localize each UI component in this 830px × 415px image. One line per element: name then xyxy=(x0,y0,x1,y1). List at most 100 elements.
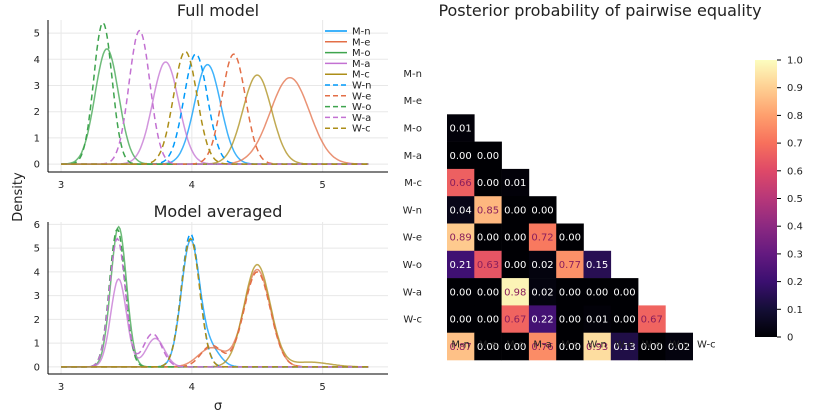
heatmap-cell-label: 0.89 xyxy=(450,233,472,244)
heatmap-cell-label: 0.66 xyxy=(450,178,472,189)
heatmap-row-label: M-n xyxy=(403,69,422,80)
heatmap-cell xyxy=(447,332,475,361)
heatmap-cell xyxy=(447,250,475,279)
heatmap-cell xyxy=(556,332,584,361)
heatmap-cell xyxy=(474,332,502,361)
heatmap-cell-label: 0.00 xyxy=(559,287,581,298)
heatmap-cell xyxy=(528,250,557,279)
y-tick-label: 3 xyxy=(34,291,40,302)
colorbar xyxy=(755,60,777,337)
legend-label: M-e xyxy=(352,37,370,48)
heatmap-col-label: M-n xyxy=(451,340,470,351)
heatmap-cell-label: 0.00 xyxy=(450,151,472,162)
series-w-c-averaged xyxy=(61,237,369,368)
heatmap-cell-label: 0.04 xyxy=(450,205,472,216)
heatmap-cell xyxy=(501,305,530,333)
heatmap-cell xyxy=(447,141,475,170)
heatmap-cell-label: 0.00 xyxy=(504,205,526,216)
legend-label: M-a xyxy=(352,59,370,70)
y-tick-label: 4 xyxy=(34,267,40,278)
heatmap-title: Posterior probability of pairwise equali… xyxy=(438,1,761,20)
heatmap-cell xyxy=(665,332,693,361)
heatmap-cell xyxy=(447,196,475,224)
heatmap-cell xyxy=(474,141,502,170)
heatmap-cell-label: 0.93 xyxy=(586,342,608,353)
y-axis-label: Density xyxy=(11,172,26,222)
y-tick-label: 2 xyxy=(34,315,40,326)
y-tick-label: 1 xyxy=(34,339,40,350)
heatmap-cell-label: 0.00 xyxy=(559,233,581,244)
legend-label: W-a xyxy=(352,113,371,124)
heatmap-row-label: W-a xyxy=(403,287,422,298)
full-model-title: Full model xyxy=(177,1,259,20)
heatmap-cell-label: 0.00 xyxy=(477,342,499,353)
heatmap-cell-label: 0.01 xyxy=(504,178,526,189)
heatmap-cell xyxy=(474,168,502,197)
colorbar-tick-label: 0.1 xyxy=(787,305,803,316)
heatmap-cell xyxy=(610,278,639,306)
heatmap-cell-label: 0.72 xyxy=(531,233,553,244)
heatmap-col-label: M-e xyxy=(479,340,497,351)
heatmap-cell-label: 0.00 xyxy=(559,342,581,353)
legend-label: M-n xyxy=(352,27,371,38)
heatmap-col-label: M-c xyxy=(561,340,579,351)
heatmap-cell xyxy=(501,223,530,252)
heatmap-cell-label: 0.77 xyxy=(559,260,581,271)
colorbar-tick-label: 0.3 xyxy=(787,249,803,260)
heatmap-cell xyxy=(638,305,666,333)
colorbar-tick-label: 1.0 xyxy=(787,56,803,67)
heatmap-cell-label: 0.00 xyxy=(477,287,499,298)
heatmap-cell-label: 0.00 xyxy=(477,151,499,162)
legend-label: M-o xyxy=(352,48,371,59)
heatmap-cell-label: 0.00 xyxy=(559,315,581,326)
heatmap-cell xyxy=(501,250,530,279)
heatmap-col-label: W-a xyxy=(669,340,688,351)
heatmap-cell xyxy=(528,223,557,252)
heatmap-cell xyxy=(474,223,502,252)
heatmap-cell-label: 0.76 xyxy=(531,342,553,353)
heatmap-cell xyxy=(474,196,502,224)
equality-heatmap-panel: Posterior probability of pairwise equali… xyxy=(403,1,803,361)
colorbar-ticks: 0 0.1 0.2 0.3 0.4 0.5 0.6 0.7 0.8 0.9 1.0 xyxy=(777,56,803,344)
heatmap-cell xyxy=(583,305,612,333)
heatmap-cell-label: 0.00 xyxy=(504,260,526,271)
colorbar-tick-label: 0.2 xyxy=(787,277,803,288)
heatmap-row-label: W-o xyxy=(403,260,422,271)
heatmap-row-label: M-e xyxy=(404,96,422,107)
heatmap-cell xyxy=(556,223,584,252)
heatmap-cell-label: 0.67 xyxy=(504,315,526,326)
heatmap-cell-label: 0.98 xyxy=(504,287,526,298)
heatmap-col-label: W-o xyxy=(642,340,661,351)
x-tick-label: 4 xyxy=(189,180,195,191)
heatmap-cell xyxy=(638,332,666,361)
legend-label: W-o xyxy=(352,102,371,113)
heatmap-axis-labels: M-n M-n M-e M-e M-o M-o M-a M-a M-c M-c W-n W-n W-e W… xyxy=(403,69,716,351)
heatmap-cell xyxy=(501,196,530,224)
heatmap-col-label: M-a xyxy=(533,340,551,351)
heatmap-cell-label: 0.15 xyxy=(586,260,608,271)
x-tick-label: 5 xyxy=(319,180,325,191)
heatmap-cell-label: 0.00 xyxy=(450,315,472,326)
heatmap-cell-label: 0.13 xyxy=(613,342,635,353)
heatmap-cell-label: 0.02 xyxy=(531,260,553,271)
heatmap-cell xyxy=(474,250,502,279)
y-tick-label: 4 xyxy=(34,55,40,66)
y-tick-label: 3 xyxy=(34,81,40,92)
legend-label: W-n xyxy=(352,81,371,92)
heatmap-cell xyxy=(528,278,557,306)
heatmap-cell-label: 0.02 xyxy=(531,287,553,298)
heatmap-cell-label: 0.00 xyxy=(641,342,663,353)
heatmap-cell-label: 0.00 xyxy=(504,342,526,353)
y-tick-label: 0 xyxy=(34,362,40,373)
heatmap-cell-label: 0.00 xyxy=(477,315,499,326)
heatmap-cell-label: 0.67 xyxy=(641,315,663,326)
heatmap-cell xyxy=(447,114,475,142)
heatmap-cell-label: 0.01 xyxy=(586,315,608,326)
colorbar-tick-label: 0.7 xyxy=(787,139,803,150)
heatmap-cell-label: 0.00 xyxy=(450,287,472,298)
heatmap-cell xyxy=(528,196,557,224)
y-tick-label: 5 xyxy=(34,244,40,255)
heatmap-cell xyxy=(474,278,502,306)
colorbar-tick-label: 0.5 xyxy=(787,194,803,205)
